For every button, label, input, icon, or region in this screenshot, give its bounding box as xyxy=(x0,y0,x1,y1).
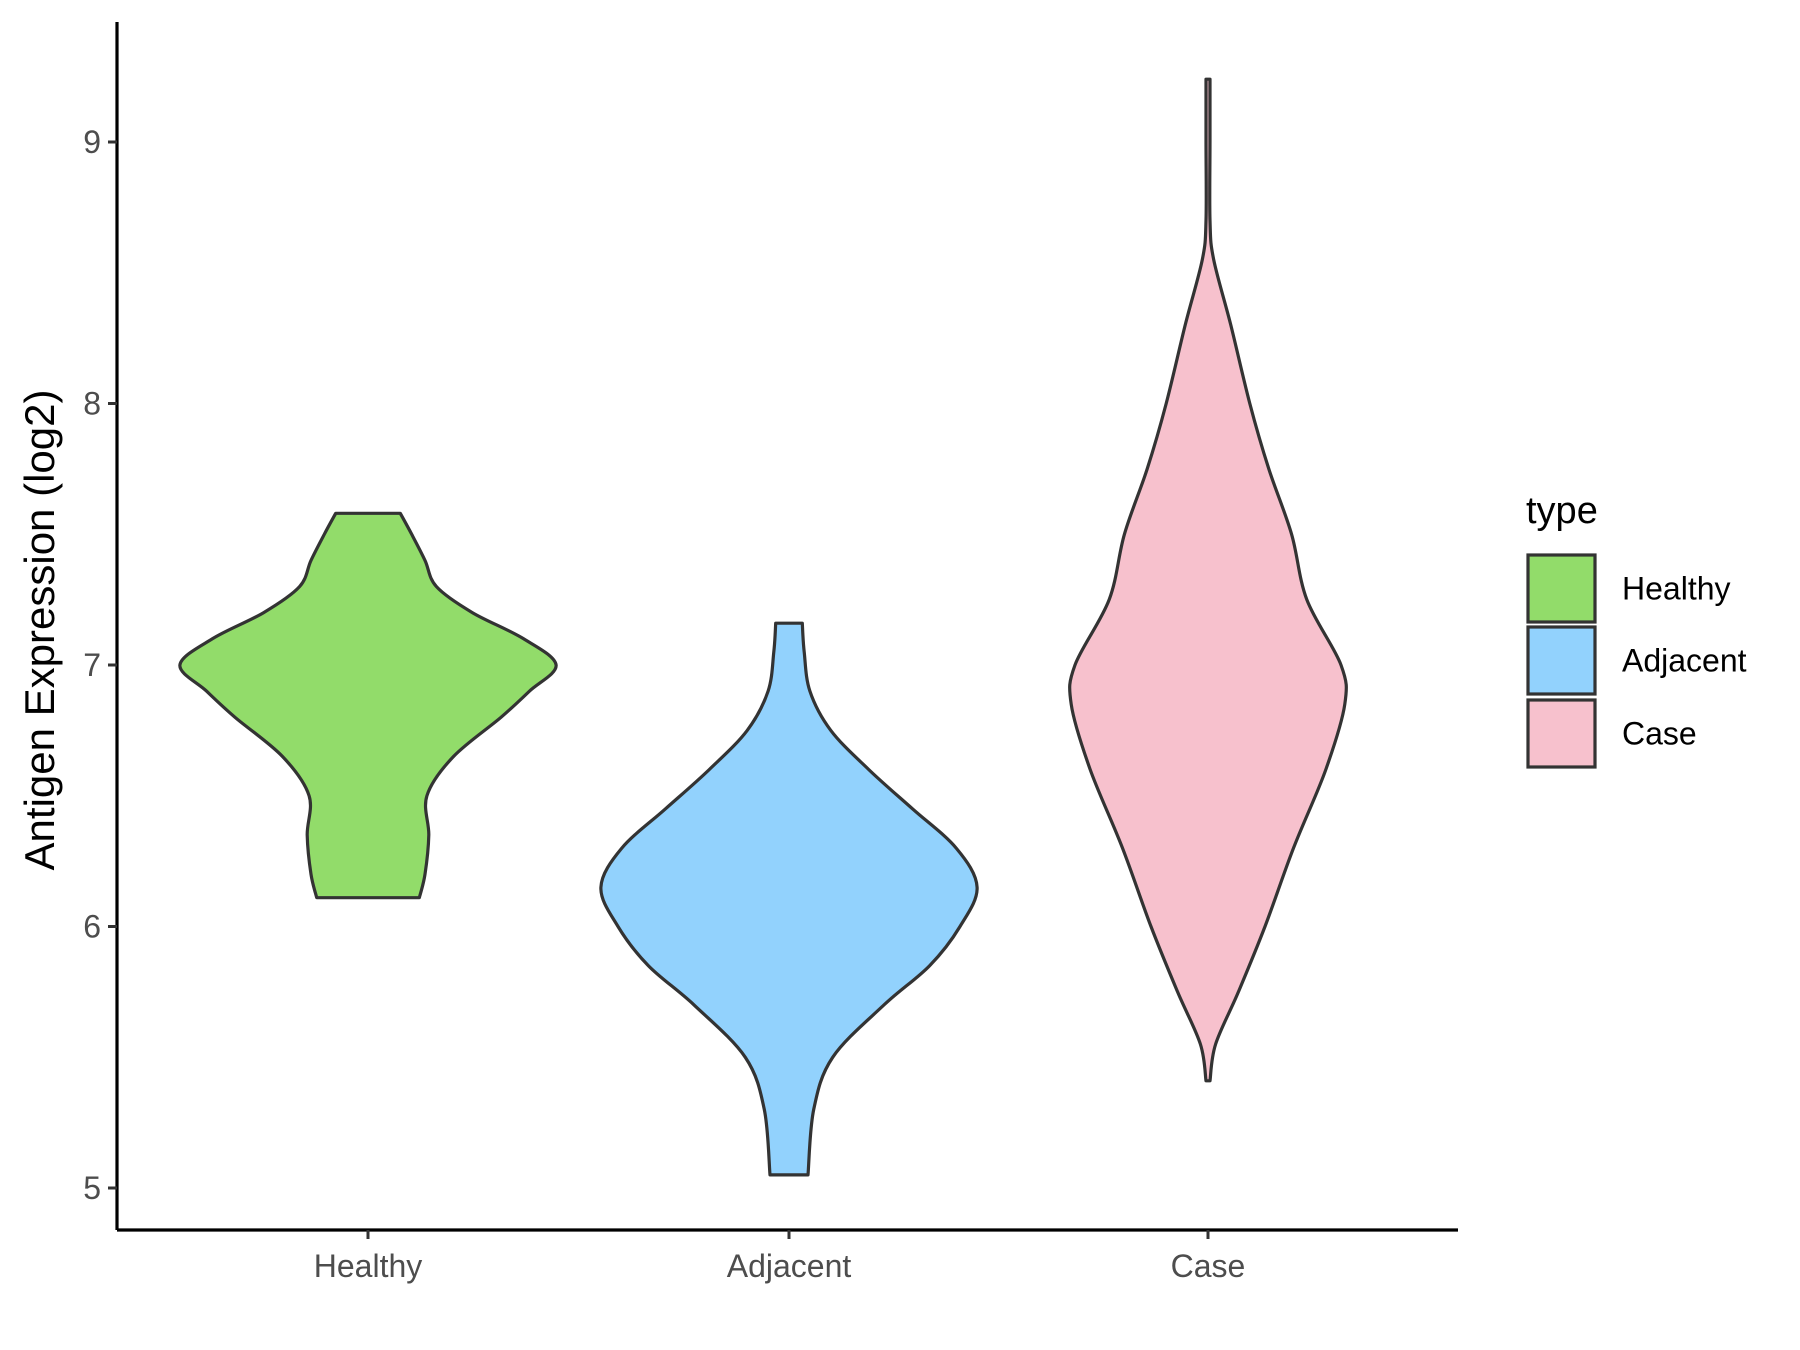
y-axis-title: Antigen Expression (log2) xyxy=(16,390,63,871)
y-tick-label: 9 xyxy=(83,124,101,160)
y-tick-label: 8 xyxy=(83,386,101,422)
legend-title: type xyxy=(1526,490,1598,532)
legend-key-adjacent xyxy=(1526,625,1597,696)
legend-label-adjacent: Adjacent xyxy=(1622,643,1747,679)
x-tick-label-adjacent: Adjacent xyxy=(727,1248,852,1284)
y-tick-label: 7 xyxy=(83,647,101,683)
legend-key-healthy xyxy=(1526,553,1597,624)
x-ticks: Healthy Adjacent Case xyxy=(314,1230,1246,1284)
violin-adjacent xyxy=(599,621,979,1177)
x-tick-label-healthy: Healthy xyxy=(314,1248,423,1284)
legend: type Healthy Adjacent Case xyxy=(1526,490,1747,769)
y-tick-label: 5 xyxy=(83,1170,101,1206)
violin-case xyxy=(1068,77,1348,1083)
legend-key-case xyxy=(1526,698,1597,769)
y-ticks: 5 6 7 8 9 xyxy=(83,124,117,1206)
violins-layer xyxy=(178,77,1348,1177)
legend-label-healthy: Healthy xyxy=(1622,571,1731,607)
violin-healthy xyxy=(178,511,558,900)
x-tick-label-case: Case xyxy=(1171,1248,1246,1284)
y-tick-label: 6 xyxy=(83,909,101,945)
legend-label-case: Case xyxy=(1622,716,1697,752)
